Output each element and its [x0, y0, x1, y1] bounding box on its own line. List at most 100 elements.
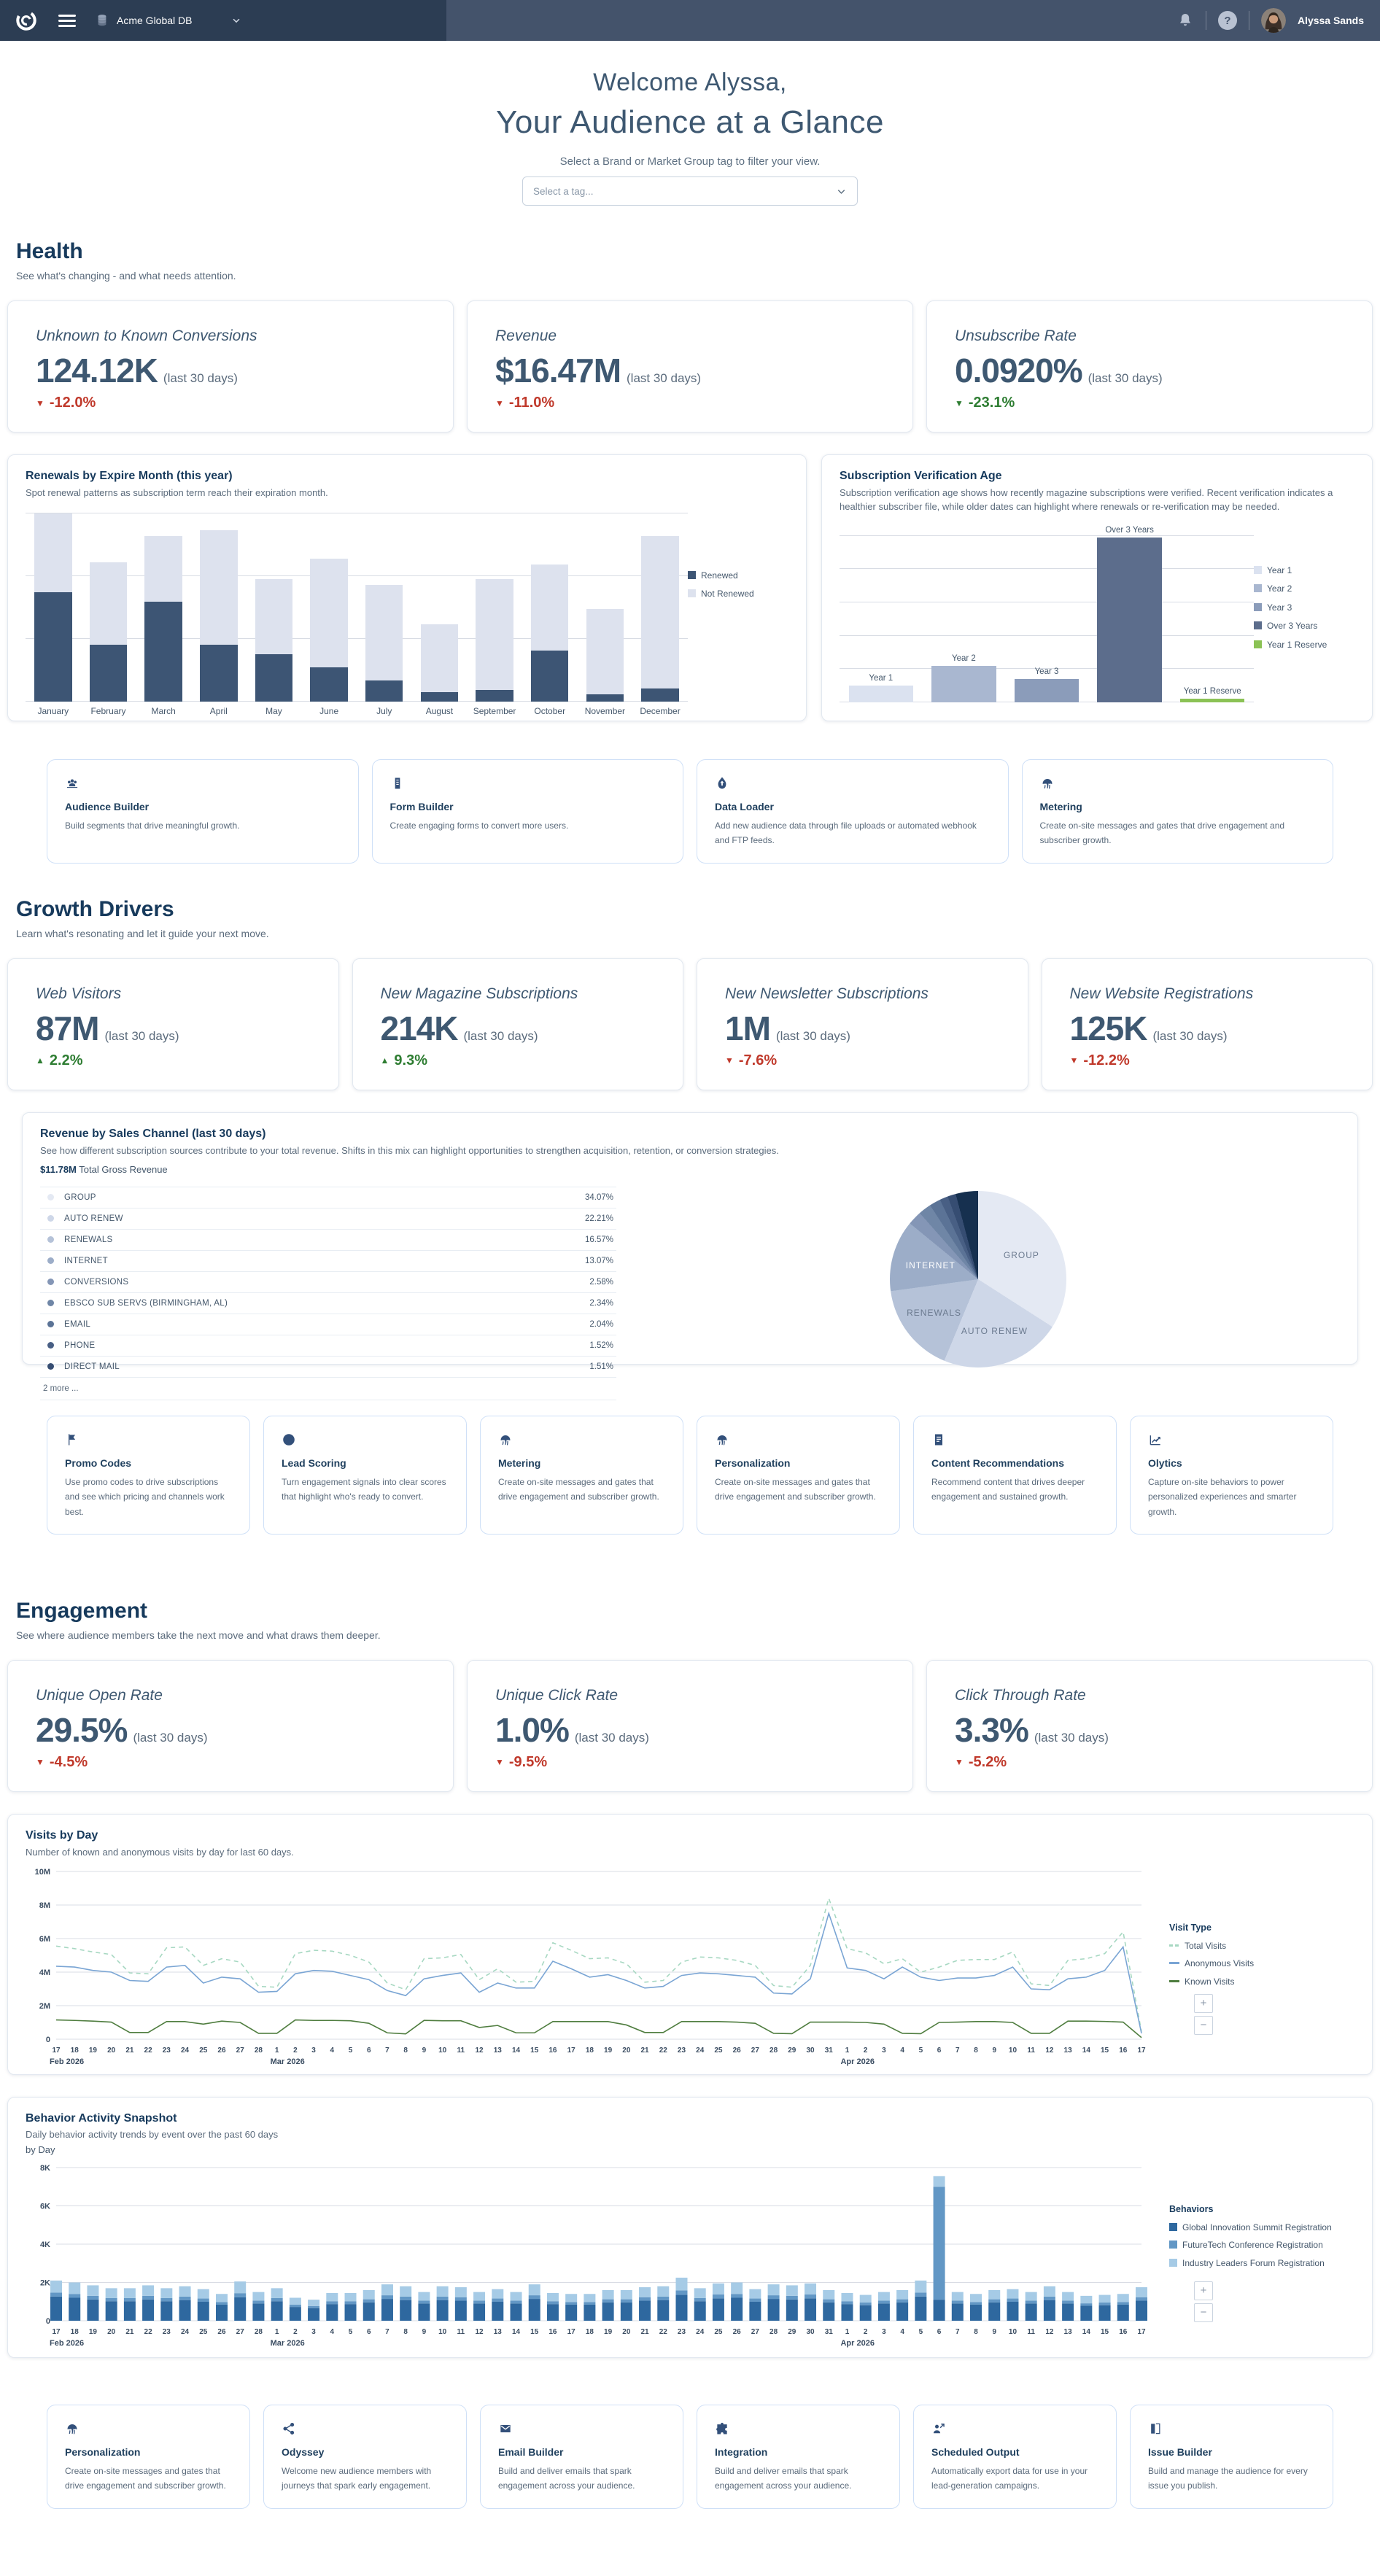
bar-segment-global-innovation-summit-registration [805, 2297, 817, 2321]
tool-card-personalization[interactable]: Personalization Create on-site messages a… [47, 2404, 250, 2509]
bar-segment-industry-leaders-forum-registration [492, 2289, 504, 2299]
app-logo-icon[interactable] [13, 7, 39, 34]
chart-title: Behavior Activity Snapshot [26, 2111, 177, 2125]
legend-title: Visit Type [1169, 1922, 1212, 1933]
tool-card-form-builder[interactable]: Form Builder Create engaging forms to con… [371, 759, 683, 864]
x-tick-label: 6 [937, 2047, 942, 2055]
kpi-card-unique-open-rate[interactable]: Unique Open Rate 29.5% (last 30 days) ▼ -4.5… [7, 1659, 454, 1792]
bar-segment-futuretech-conference-registration [915, 2292, 927, 2297]
bar-stack [144, 513, 182, 702]
tool-card-row: Personalization Create on-site messages a… [47, 2404, 1333, 2509]
revenue-row-group[interactable]: GROUP 34.07% [40, 1187, 616, 1209]
tool-card-lead-scoring[interactable]: Lead Scoring Turn engagement signals into… [263, 1415, 467, 1535]
kpi-card-new-newsletter-subscriptions[interactable]: New Newsletter Subscriptions 1M (last 30 d… [697, 958, 1028, 1090]
kpi-card-web-visitors[interactable]: Web Visitors 87M (last 30 days) ▲ 2.2% [7, 958, 339, 1090]
x-tick-label: 3 [311, 2328, 316, 2336]
tool-card-audience-builder[interactable]: Audience Builder Build segments that driv… [47, 759, 359, 864]
revenue-row-internet[interactable]: INTERNET 13.07% [40, 1251, 616, 1272]
kpi-label: Click Through Rate [955, 1686, 1086, 1704]
kpi-card-revenue[interactable]: Revenue $16.47M (last 30 days) ▼ -11.0% [467, 300, 913, 432]
legend-swatch [1169, 1979, 1179, 1982]
revenue-row-conversions[interactable]: CONVERSIONS 2.58% [40, 1272, 616, 1293]
tool-card-metering[interactable]: Metering Create on-site messages and gate… [1021, 759, 1333, 864]
x-tick-label: 23 [163, 2328, 171, 2336]
revenue-row-phone[interactable]: PHONE 1.52% [40, 1335, 616, 1357]
database-selector[interactable]: Acme Global DB [95, 13, 241, 28]
tool-card-issue-builder[interactable]: Issue Builder Build and manage the audien… [1130, 2404, 1333, 2509]
legend-label: FutureTech Conference Registration [1182, 2240, 1323, 2251]
x-tick-label: 2 [864, 2047, 868, 2055]
bar-segment-industry-leaders-forum-registration [1098, 2294, 1111, 2303]
menu-hamburger-icon[interactable] [58, 14, 76, 27]
bar-segment-industry-leaders-forum-registration [436, 2286, 449, 2297]
tool-card-personalization[interactable]: Personalization Create on-site messages a… [697, 1415, 900, 1535]
bar-segment-industry-leaders-forum-registration [69, 2282, 81, 2294]
health-kpi-row: Unknown to Known Conversions 124.12K (last… [7, 300, 1373, 432]
x-tick-label: 3 [882, 2328, 886, 2336]
notifications-bell-icon[interactable] [1177, 12, 1194, 29]
kpi-card-new-magazine-subscriptions[interactable]: New Magazine Subscriptions 214K (last 30 d… [352, 958, 683, 1090]
chart-subtitle-2: by Day [26, 2144, 55, 2155]
revenue-row-email[interactable]: EMAIL 2.04% [40, 1314, 616, 1335]
bar-stack [586, 513, 624, 702]
bar-segment-futuretech-conference-registration [1136, 2297, 1147, 2301]
bar-stack [255, 513, 293, 702]
revenue-row-renewals[interactable]: RENEWALS 16.57% [40, 1230, 616, 1251]
bar-segment-global-innovation-summit-registration [528, 2298, 540, 2321]
bar-segment-futuretech-conference-registration [400, 2296, 412, 2300]
bar-segment-industry-leaders-forum-registration [712, 2283, 724, 2294]
chart-zoom-controls: + − [1194, 1993, 1213, 2035]
revenue-more-link[interactable]: 2 more ... [40, 1378, 616, 1400]
kpi-card-click-through-rate[interactable]: Click Through Rate 3.3% (last 30 days) ▼ -5.… [926, 1659, 1373, 1792]
tool-card-title: Integration [715, 2445, 768, 2458]
bar-segment-futuretech-conference-registration [252, 2300, 265, 2304]
zoom-out-button[interactable]: − [1194, 2303, 1213, 2322]
bar-column-july [357, 513, 412, 702]
zoom-in-button[interactable]: + [1194, 2281, 1213, 2300]
renewed-segment [365, 680, 403, 702]
tool-card-email-builder[interactable]: Email Builder Build and deliver emails th… [480, 2404, 683, 2509]
kpi-card-unique-click-rate[interactable]: Unique Click Rate 1.0% (last 30 days) ▼ -9.5… [467, 1659, 913, 1792]
tag-select-dropdown[interactable]: Select a tag... [522, 176, 858, 206]
revenue-row-auto-renew[interactable]: AUTO RENEW 22.21% [40, 1209, 616, 1230]
x-tick-label: 28 [255, 2328, 263, 2336]
x-tick-label: 14 [512, 2328, 521, 2336]
x-tick-label: 16 [1119, 2328, 1128, 2336]
legend-label: Known Visits [1185, 1976, 1235, 1987]
avatar[interactable] [1260, 8, 1286, 33]
x-tick-label: 3 [882, 2047, 886, 2055]
bar-segment-futuretech-conference-registration [436, 2296, 449, 2300]
tool-card-integration[interactable]: Integration Build and deliver emails that… [697, 2404, 900, 2509]
bar-segment-industry-leaders-forum-registration [565, 2293, 578, 2302]
revenue-row-direct-mail[interactable]: DIRECT MAIL 1.51% [40, 1357, 616, 1378]
upload-icon [715, 776, 729, 791]
tool-card-content-recommendations[interactable]: Content Recommendations Recommend content… [913, 1415, 1117, 1535]
tool-card-promo-codes[interactable]: Promo Codes Use promo codes to drive subs… [47, 1415, 250, 1535]
x-tick-label: 26 [217, 2328, 226, 2336]
zoom-in-button[interactable]: + [1194, 1993, 1213, 2013]
x-tick-label: 11 [1027, 2328, 1035, 2336]
help-icon[interactable]: ? [1217, 11, 1237, 30]
x-tick-label: 23 [678, 2047, 686, 2055]
kpi-card-unsubscribe-rate[interactable]: Unsubscribe Rate 0.0920% (last 30 days) ▼ -2… [926, 300, 1373, 432]
kpi-card-new-website-registrations[interactable]: New Website Registrations 125K (last 30 da… [1041, 958, 1373, 1090]
kpi-card-unknown-to-known-conversions[interactable]: Unknown to Known Conversions 124.12K (last… [7, 300, 454, 432]
zoom-out-button[interactable]: − [1194, 2015, 1213, 2035]
tool-card-olytics[interactable]: Olytics Capture on-site behaviors to powe… [1130, 1415, 1333, 1535]
tool-card-scheduled-output[interactable]: Scheduled Output Automatically export dat… [913, 2404, 1117, 2509]
tool-card-odyssey[interactable]: Odyssey Welcome new audience members with… [263, 2404, 467, 2509]
renewed-segment [34, 592, 72, 702]
channel-color-dot [47, 1321, 54, 1328]
revenue-total-value: $11.78M [40, 1163, 77, 1175]
bar-segment-industry-leaders-forum-registration [915, 2280, 927, 2293]
revenue-row-ebsco-sub-servs-birmingham-al-[interactable]: EBSCO SUB SERVS (BIRMINGHAM, AL) 2.34% [40, 1293, 616, 1314]
bar-segment-futuretech-conference-registration [363, 2299, 375, 2303]
legend-swatch [1254, 621, 1262, 630]
tool-card-data-loader[interactable]: Data Loader Add new audience data through… [697, 759, 1009, 864]
bar-segment-industry-leaders-forum-registration [473, 2292, 486, 2301]
bar-segment-futuretech-conference-registration [694, 2297, 706, 2301]
tool-card-metering[interactable]: Metering Create on-site messages and gate… [480, 1415, 683, 1535]
x-tick-label: 27 [236, 2328, 245, 2336]
user-name[interactable]: Alyssa Sands [1297, 15, 1364, 26]
x-tick-label: 10 [1009, 2047, 1017, 2055]
